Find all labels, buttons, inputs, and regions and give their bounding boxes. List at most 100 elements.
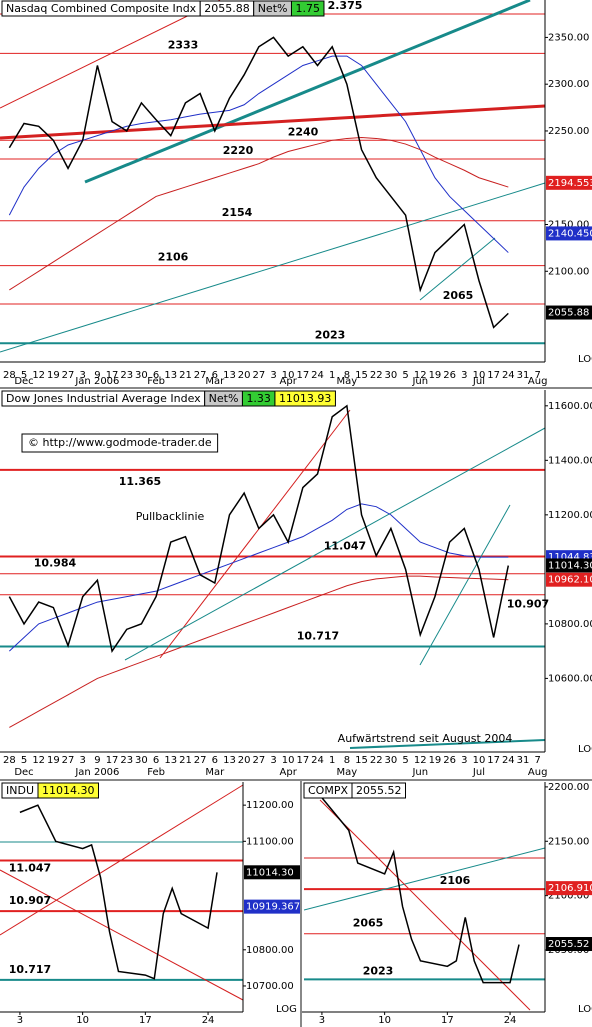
x-tick-label: 20 [238,755,251,766]
month-label: Dec [14,767,33,778]
x-tick-label: 17 [487,755,500,766]
header-text: 2055.52 [356,784,402,797]
x-tick-label: 26 [443,755,456,766]
month-label: Mar [205,767,225,778]
x-tick-label: 12 [414,755,427,766]
level-label: 2106 [158,251,189,264]
month-label: Jul [472,376,485,387]
x-tick-label: 24 [502,755,515,766]
x-tick-label: 21 [179,370,192,381]
annotation: Aufwärtstrend seit August 2004 [338,732,513,745]
x-tick-label: 27 [252,370,265,381]
price-marker-label: 2106.910 [548,883,592,894]
x-tick-label: 5 [21,370,27,381]
x-tick-label: 31 [517,370,530,381]
x-tick-label: 15 [355,370,368,381]
month-label: Dec [14,376,33,387]
level-label: 2065 [443,289,474,302]
trend-line [419,504,511,666]
price-marker [546,881,592,896]
x-tick-label: 30 [385,370,398,381]
trend-line [0,869,244,1001]
level-label: 10.717 [297,630,339,643]
y-tick-label: 2100.00 [548,891,589,902]
x-tick-label: 26 [443,370,456,381]
x-tick-label: 23 [120,370,133,381]
price-marker-label: 2194.553 [548,178,592,189]
y-tick-label: 2350.00 [548,32,589,43]
level-label: 10.984 [34,557,77,570]
x-tick-label: 24 [502,370,515,381]
x-tick-label: 30 [135,370,148,381]
x-tick-label: 6 [153,370,159,381]
x-tick-label: 9 [94,370,100,381]
x-tick-label: 17 [139,1015,152,1026]
x-tick-label: 23 [120,755,133,766]
x-tick-label: 17 [106,755,119,766]
x-tick-label: 24 [504,1015,517,1026]
x-tick-label: 17 [487,370,500,381]
price-line [321,797,520,984]
plot [0,0,546,353]
x-tick-label: 1 [329,755,335,766]
price-marker [244,865,300,880]
x-tick-label: 22 [370,370,383,381]
x-tick-label: 13 [164,755,177,766]
y-tick-label: 2100.00 [548,266,589,277]
level-label: 2.375 [328,0,363,12]
month-label: Aug [528,376,548,387]
x-tick-label: 20 [238,370,251,381]
price-marker-label: 2140.450 [548,228,592,239]
y-tick-label: 2150.00 [548,219,589,230]
level-label: 2023 [315,328,346,341]
level-label: 2220 [223,144,254,157]
x-tick-label: 3 [80,755,86,766]
month-label: Feb [147,376,165,387]
x-tick-label: 3 [319,1015,325,1026]
plot [0,784,244,1001]
level-label: 2240 [288,125,319,138]
price-marker [546,572,592,587]
x-tick-label: 17 [296,755,309,766]
price-line [8,404,510,654]
x-tick-label: 28 [3,370,16,381]
axis-note: LOG [276,1004,297,1015]
header-text: 1.33 [246,392,271,405]
annotation: © http://www.godmode-trader.de [28,436,212,449]
x-tick-label: 3 [17,1015,23,1026]
x-tick-label: 27 [194,370,207,381]
level-label: 2065 [353,917,384,930]
level-label: 10.717 [9,963,51,976]
header-box [37,782,99,799]
header-text: Nasdaq Combined Composite Indx [6,2,197,15]
level-label: 11.047 [9,861,51,874]
trend-line [124,427,546,661]
y-tick-label: 2250.00 [548,126,589,137]
level-label: 2154 [222,206,253,219]
header-text: Net% [209,392,239,405]
trend-line [84,0,531,184]
month-label: Apr [280,767,298,778]
header-box [351,782,406,799]
x-tick-label: 12 [32,755,45,766]
x-tick-label: 12 [32,370,45,381]
y-tick-label: 10700.00 [246,981,294,992]
x-tick-label: 21 [179,755,192,766]
x-tick-label: 10 [282,370,295,381]
x-tick-label: 28 [3,755,16,766]
x-tick-label: 13 [223,755,236,766]
trend-line [0,182,546,353]
x-tick-label: 8 [344,370,350,381]
plot [304,797,546,1011]
y-tick-label: 2150.00 [548,836,589,847]
x-tick-label: 13 [164,370,177,381]
x-tick-label: 7 [534,370,540,381]
x-tick-label: 10 [282,755,295,766]
x-tick-label: 31 [517,755,530,766]
price-marker-label: 11014.30 [548,560,592,571]
price-marker [546,226,592,241]
price-marker-label: 2055.88 [548,308,589,319]
x-tick-label: 17 [296,370,309,381]
x-tick-label: 10 [473,755,486,766]
header-text: 2055.88 [204,2,250,15]
